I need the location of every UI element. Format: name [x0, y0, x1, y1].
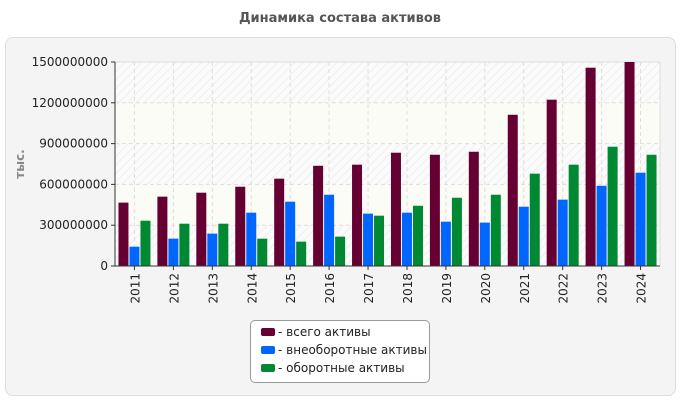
bar: [296, 241, 307, 266]
y-tick-label: 900000000: [39, 137, 108, 151]
x-tick-label: 2018: [401, 273, 415, 304]
y-tick-label: 1500000000: [32, 55, 108, 69]
bar: [129, 246, 140, 266]
x-tick-label: 2020: [479, 273, 493, 304]
y-tick-label: 0: [100, 259, 108, 273]
bar: [624, 62, 635, 266]
chart-title: Динамика состава активов: [238, 11, 442, 26]
bar: [179, 223, 190, 266]
legend-swatch: [261, 346, 275, 354]
legend-swatch: [261, 328, 275, 336]
x-tick-label: 2015: [284, 273, 298, 304]
x-tick-label: 2014: [245, 273, 259, 304]
legend-label: - всего активы: [278, 325, 371, 339]
legend-item-noncurrent: - внеоборотные активы: [261, 343, 427, 357]
legend-item-total: - всего активы: [261, 325, 371, 339]
y-tick-label: 300000000: [39, 218, 108, 232]
bar: [390, 152, 401, 266]
y-tick-label: 600000000: [39, 177, 108, 191]
bar: [529, 173, 540, 266]
bar: [646, 154, 657, 266]
bar: [207, 233, 218, 266]
bar: [635, 172, 646, 266]
x-tick-label: 2016: [323, 273, 337, 304]
x-tick-label: 2023: [596, 273, 610, 304]
bar: [168, 238, 179, 266]
bar: [118, 202, 129, 266]
bar: [246, 212, 257, 266]
bar: [196, 192, 207, 266]
bar: [518, 206, 529, 266]
bar: [490, 194, 501, 266]
bar: [285, 201, 296, 266]
bar: [140, 220, 151, 266]
x-tick-label: 2024: [635, 273, 649, 304]
bar: [257, 238, 268, 266]
bar: [218, 223, 229, 266]
x-tick-label: 2019: [440, 273, 454, 304]
bar: [596, 185, 607, 266]
x-tick-label: 2012: [167, 273, 181, 304]
bar: [401, 212, 412, 266]
x-tick-label: 2021: [518, 273, 532, 304]
bar: [324, 194, 335, 266]
legend-label: - внеоборотные активы: [278, 343, 427, 357]
bar: [607, 146, 618, 266]
bar: [374, 215, 385, 266]
bar: [507, 114, 518, 266]
bar: [479, 222, 490, 266]
x-tick-label: 2017: [362, 273, 376, 304]
bar: [157, 196, 168, 266]
bar: [585, 67, 596, 266]
bar: [440, 221, 451, 266]
bar: [235, 186, 246, 266]
bar: [274, 178, 285, 266]
bar: [568, 164, 579, 266]
bar: [363, 213, 374, 266]
x-tick-label: 2011: [128, 273, 142, 304]
bar: [451, 197, 462, 266]
y-tick-label: 1200000000: [32, 96, 108, 110]
bar: [313, 165, 324, 266]
legend-swatch: [261, 364, 275, 372]
legend-label: - оборотные активы: [278, 361, 405, 375]
bar: [412, 205, 423, 266]
bar: [335, 236, 346, 266]
y-axis-label: тыс.: [13, 149, 27, 178]
bar: [429, 154, 440, 266]
bar: [546, 99, 557, 266]
x-tick-label: 2022: [557, 273, 571, 304]
legend: - всего активы - внеоборотные активы - о…: [250, 320, 430, 383]
bar: [352, 164, 363, 266]
bar: [557, 199, 568, 266]
plot-band: [115, 102, 660, 144]
x-tick-label: 2013: [206, 273, 220, 304]
bar: [468, 151, 479, 266]
legend-item-current: - оборотные активы: [261, 361, 405, 375]
